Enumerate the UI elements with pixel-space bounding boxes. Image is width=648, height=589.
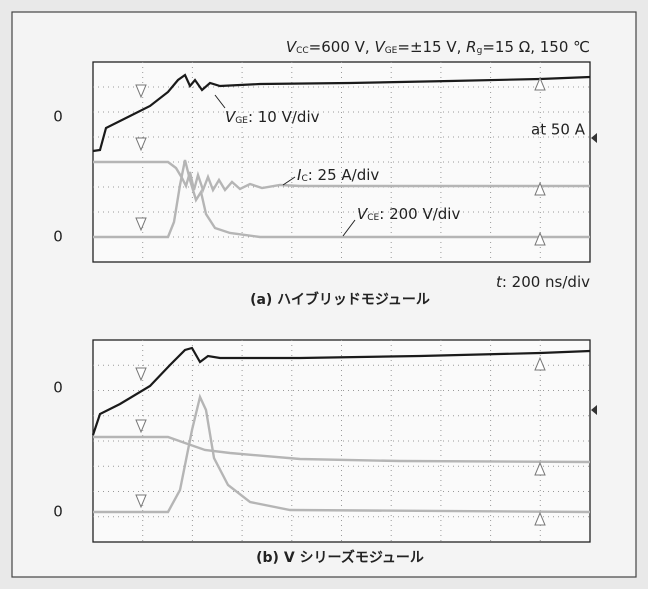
symbol: R	[466, 38, 476, 56]
label-text: =600 V,	[309, 38, 375, 56]
label-text: : 200 V/div	[379, 205, 460, 223]
conditions: VCC=600 V, VGE=±15 V, Rg=15 Ω, 150 ℃	[286, 38, 590, 56]
figure: VCC=600 V, VGE=±15 V, Rg=15 Ω, 150 ℃VGE:…	[0, 0, 648, 589]
zero-label: 0	[53, 228, 63, 246]
caption: (a) ハイブリッドモジュール	[250, 291, 430, 308]
ic-label: IC: 25 A/div	[297, 166, 379, 184]
zero-label: 0	[53, 379, 63, 397]
time-label: t: 200 ns/div	[496, 273, 590, 291]
label-text: : 25 A/div	[308, 166, 380, 184]
subscript: CC	[296, 46, 309, 56]
current-note: at 50 A	[531, 121, 586, 139]
label-text: =±15 V,	[397, 38, 466, 56]
label-text: : 10 V/div	[248, 108, 320, 126]
subscript: GE	[385, 46, 398, 56]
label-text: =15 Ω, 150 ℃	[482, 38, 590, 56]
zero-label: 0	[53, 108, 63, 126]
subscript: CE	[367, 213, 379, 223]
zero-label: 0	[53, 503, 63, 521]
label-text: : 200 ns/div	[502, 273, 590, 291]
caption: (b) V シリーズモジュール	[256, 549, 424, 566]
subscript: GE	[235, 116, 248, 126]
